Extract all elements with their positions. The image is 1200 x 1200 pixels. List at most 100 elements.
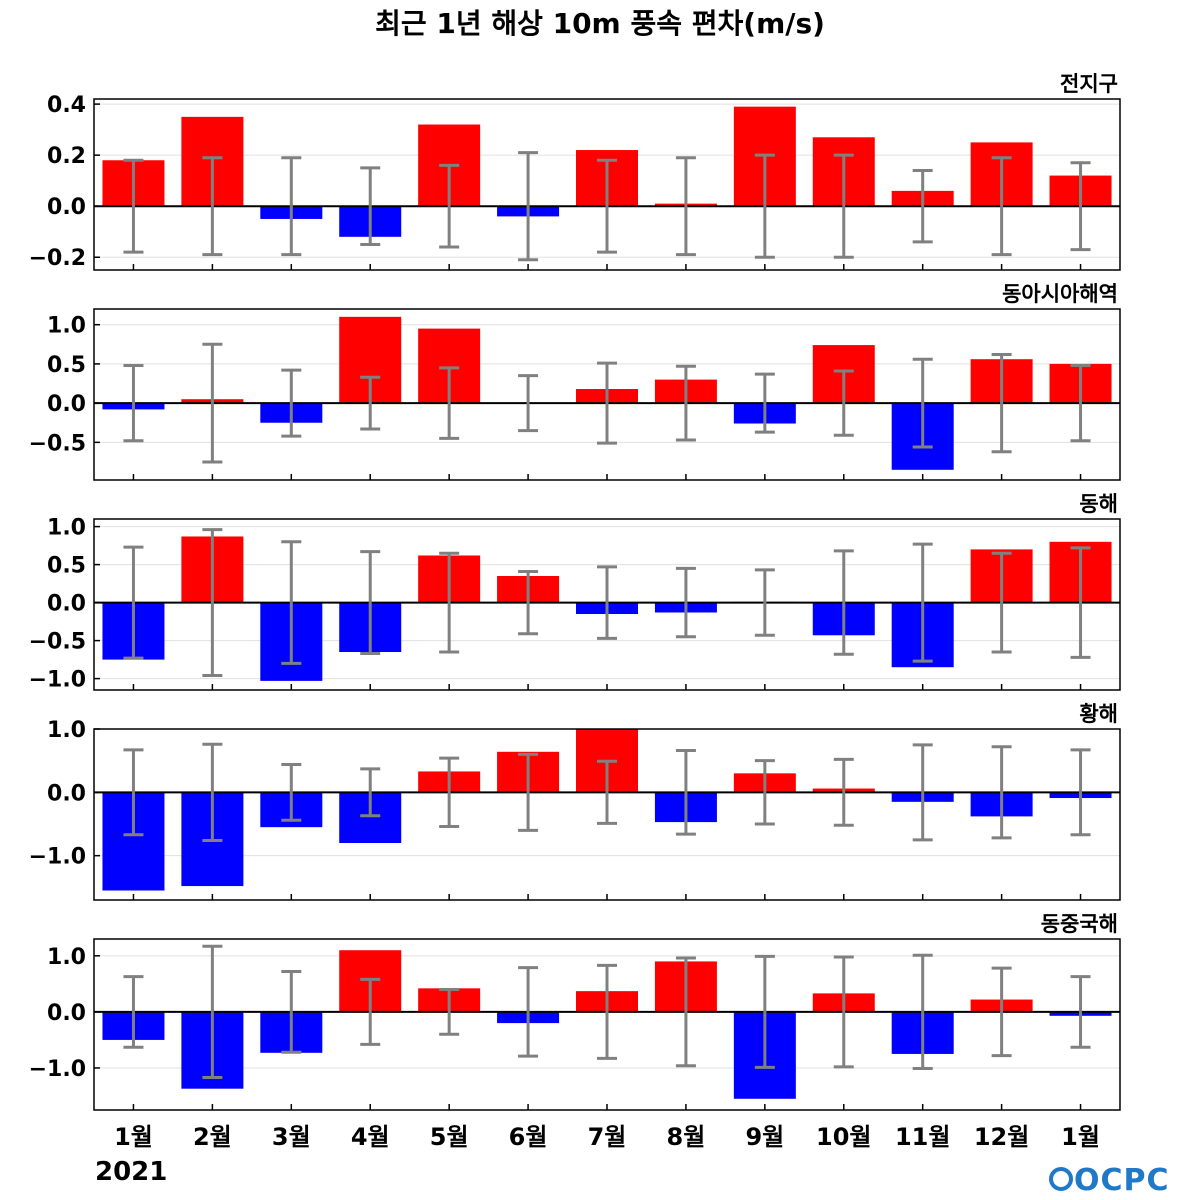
- y-tick-label: −1.0: [29, 1057, 86, 1082]
- error-bar: [123, 975, 144, 1049]
- error-bar: [754, 372, 775, 434]
- error-bar: [360, 767, 381, 818]
- error-bar: [991, 966, 1012, 1058]
- panel-title: 동중국해: [1041, 912, 1118, 936]
- error-bar: [360, 375, 381, 431]
- error-bar: [281, 156, 302, 257]
- error-bar: [833, 369, 854, 437]
- panel-title: 전지구: [1060, 72, 1118, 96]
- y-tick-label: 0.2: [47, 144, 86, 169]
- error-bar: [518, 374, 539, 433]
- error-bar: [991, 745, 1012, 840]
- error-bar: [281, 368, 302, 438]
- y-tick-label: 1.0: [47, 314, 86, 339]
- ocpc-logo-text: OCPC: [1074, 1163, 1170, 1198]
- x-tick-label: 1월: [114, 1123, 153, 1151]
- y-tick-label: 1.0: [47, 945, 86, 970]
- error-bar: [754, 153, 775, 259]
- error-bar: [833, 549, 854, 656]
- error-bar: [439, 987, 460, 1036]
- error-bar: [202, 528, 223, 678]
- error-bar: [597, 565, 617, 640]
- error-bar: [597, 759, 617, 825]
- x-tick-label: 3월: [272, 1123, 311, 1151]
- y-tick-label: 0.0: [47, 1001, 86, 1026]
- panel-title: 황해: [1079, 702, 1118, 726]
- error-bar: [518, 752, 539, 832]
- error-bar: [518, 966, 539, 1058]
- error-bar: [281, 762, 302, 822]
- error-bar: [597, 158, 617, 254]
- y-tick-label: −1.0: [29, 668, 86, 693]
- error-bar: [123, 158, 144, 254]
- y-tick-label: −1.0: [29, 845, 86, 870]
- error-bar: [281, 970, 302, 1054]
- x-tick-label: 2월: [193, 1123, 232, 1151]
- error-bar: [518, 151, 539, 262]
- y-tick-label: −0.2: [29, 246, 86, 271]
- error-bar: [991, 551, 1012, 654]
- error-bar: [675, 156, 696, 257]
- error-bar: [912, 542, 933, 663]
- error-bar: [675, 364, 696, 442]
- x-tick-label: 4월: [351, 1123, 390, 1151]
- x-tick-label: 1월: [1061, 1123, 1100, 1151]
- panel-1: −0.2 0.0 0.2 0.4 전지구: [29, 72, 1121, 271]
- y-tick-label: 0.0: [47, 195, 86, 220]
- year-label: 2021: [95, 1157, 167, 1187]
- x-tick-label: 8월: [667, 1123, 706, 1151]
- ocpc-logo: OCPC: [1049, 1163, 1170, 1198]
- y-tick-label: 0.5: [47, 353, 86, 378]
- error-bar: [1070, 546, 1091, 659]
- error-bar: [912, 168, 933, 244]
- error-bar: [754, 759, 775, 826]
- y-tick-label: 0.0: [47, 392, 86, 417]
- error-bar: [360, 166, 381, 246]
- error-bar: [439, 163, 460, 249]
- x-tick-label: 11월: [895, 1123, 950, 1151]
- error-bar: [123, 545, 144, 660]
- error-bar: [1070, 748, 1091, 837]
- error-bar: [518, 569, 539, 636]
- error-bar: [754, 954, 775, 1069]
- x-tick-label: 9월: [745, 1123, 784, 1151]
- error-bar: [360, 550, 381, 656]
- x-tick-label: 7월: [588, 1123, 627, 1151]
- panel-title: 동해: [1079, 492, 1118, 516]
- error-bar: [202, 944, 223, 1079]
- ocpc-logo-globe-icon: [1049, 1167, 1073, 1191]
- y-tick-label: 0.0: [47, 592, 86, 617]
- error-bar: [675, 749, 696, 836]
- error-bar: [833, 955, 854, 1069]
- error-bar: [202, 742, 223, 842]
- error-bar: [202, 156, 223, 257]
- x-tick-label: 12월: [974, 1123, 1029, 1151]
- error-bar: [833, 153, 854, 259]
- error-bar: [833, 757, 854, 827]
- chart-panels: −0.20.00.20.4전지구−0.50.00.51.0동아시아해역−1.0−…: [29, 72, 1121, 1111]
- y-tick-label: 1.0: [47, 718, 86, 743]
- x-tick-label: 5월: [430, 1123, 469, 1151]
- error-bar: [123, 363, 144, 443]
- y-tick-label: 0.5: [47, 554, 86, 579]
- y-tick-label: 1.0: [47, 516, 86, 541]
- error-bar: [675, 956, 696, 1068]
- panel-title: 동아시아해역: [1002, 282, 1118, 306]
- y-tick-label: 0.0: [47, 781, 86, 806]
- error-bar: [123, 748, 144, 837]
- x-tick-label: 6월: [509, 1123, 548, 1151]
- y-tick-label: 0.4: [47, 93, 86, 118]
- y-tick-label: −0.5: [29, 431, 86, 456]
- error-bar: [991, 352, 1012, 454]
- panel-5: −1.0 0.0 1.0 동중국해: [29, 912, 1121, 1111]
- panel-4: −1.0 0.0 1.0 황해: [29, 702, 1121, 901]
- error-bar: [912, 953, 933, 1071]
- x-axis-month-labels: 1월 2월 3월 4월 5월 6월 7월 8월 9월 10월 11월 12월 1월: [114, 1123, 1100, 1151]
- panel-2: −0.5 0.0 0.5 1.0 동아시아해역: [29, 282, 1121, 481]
- error-bar: [991, 156, 1012, 257]
- error-bar: [597, 963, 617, 1060]
- error-bar: [1070, 363, 1091, 443]
- error-bar: [202, 342, 223, 464]
- error-bar: [1070, 975, 1091, 1049]
